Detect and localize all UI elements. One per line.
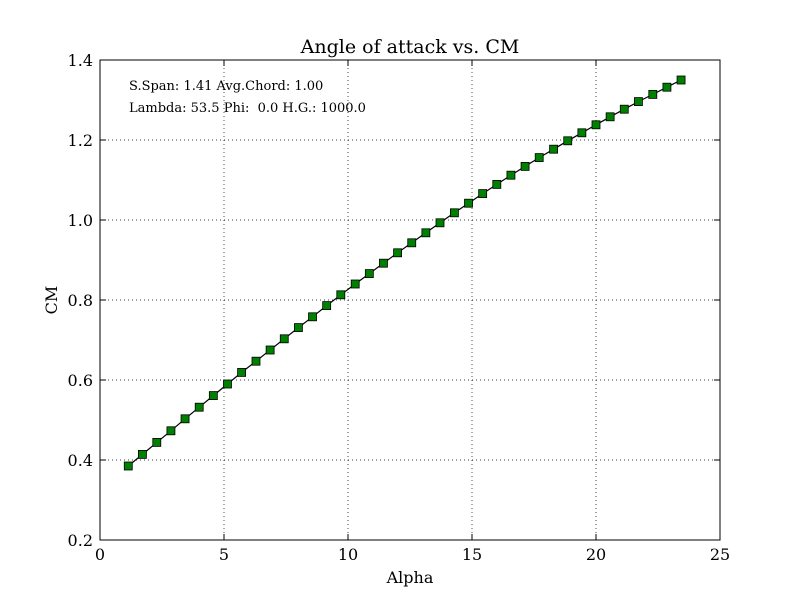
y-tick-label: 0.6 xyxy=(68,371,93,390)
data-point xyxy=(634,97,643,106)
data-point xyxy=(605,112,615,122)
data-point xyxy=(180,414,190,424)
y-axis-label: CM xyxy=(42,286,61,315)
x-tick-label: 10 xyxy=(338,545,358,564)
data-point xyxy=(449,208,459,218)
data-point xyxy=(407,238,417,248)
data-point xyxy=(350,279,360,289)
data-point xyxy=(223,379,232,389)
data-point xyxy=(336,290,346,300)
data-point xyxy=(662,82,672,92)
grid xyxy=(100,60,720,540)
data-point xyxy=(194,402,204,412)
data-point xyxy=(152,437,162,447)
data-point xyxy=(506,170,516,180)
data-point xyxy=(237,367,247,377)
chart-title: Angle of attack vs. CM xyxy=(300,36,520,58)
data-point xyxy=(393,248,403,258)
data-point xyxy=(619,104,629,114)
series-layer xyxy=(123,75,686,471)
data-point xyxy=(279,334,289,344)
x-tick-label: 20 xyxy=(586,545,606,564)
y-tick-label: 1.0 xyxy=(68,211,93,230)
data-point xyxy=(676,75,686,85)
data-point xyxy=(591,120,601,130)
data-point xyxy=(478,189,488,199)
data-point xyxy=(648,90,658,99)
data-point xyxy=(166,426,176,436)
data-point xyxy=(265,345,275,355)
annotation-span-chord: S.Span: 1.41 Avg.Chord: 1.00 xyxy=(129,79,323,94)
y-tick-label: 1.4 xyxy=(68,51,93,70)
data-point xyxy=(577,128,587,138)
x-tick-label: 25 xyxy=(710,545,730,564)
ticks: 0 5 10 15 20 25 0.2 0.4 0.6 0.8 1.0 1.2 1.4 xyxy=(68,51,731,564)
data-point xyxy=(379,258,388,268)
y-tick-label: 0.8 xyxy=(68,291,93,310)
data-point xyxy=(549,144,558,154)
data-point xyxy=(138,449,147,459)
data-point xyxy=(520,161,530,171)
series-line xyxy=(127,79,682,467)
annotation-lambda-phi: Lambda: 53.5 Phi: 0.0 H.G.: 1000.0 xyxy=(129,101,366,116)
x-tick-label: 15 xyxy=(462,545,482,564)
x-axis-label: Alpha xyxy=(386,568,434,587)
data-point xyxy=(251,356,261,366)
y-tick-label: 0.2 xyxy=(68,531,93,550)
data-point xyxy=(293,323,303,333)
data-point xyxy=(364,269,374,279)
data-point xyxy=(534,153,544,163)
y-tick-label: 0.4 xyxy=(68,451,93,470)
data-point xyxy=(123,461,133,471)
y-tick-label: 1.2 xyxy=(68,131,93,150)
data-point xyxy=(421,228,431,238)
x-tick-label: 5 xyxy=(219,545,229,564)
data-point xyxy=(308,312,317,322)
data-point xyxy=(563,136,573,146)
data-point xyxy=(208,391,218,401)
x-tick-label: 0 xyxy=(95,545,105,564)
data-point xyxy=(322,301,332,311)
data-point xyxy=(464,198,473,208)
data-point xyxy=(492,179,502,189)
data-point xyxy=(435,218,445,228)
